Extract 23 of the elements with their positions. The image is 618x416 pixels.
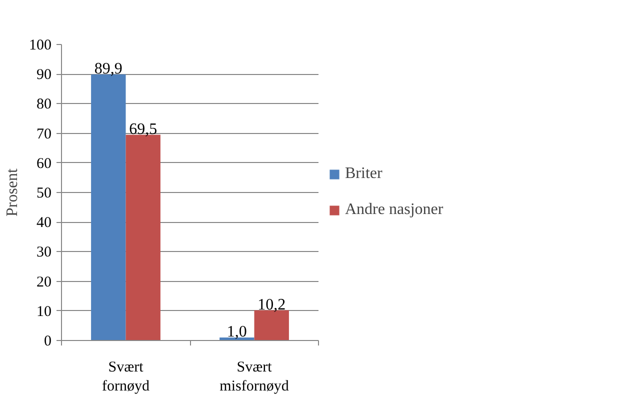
y-tick-label: 0 bbox=[44, 334, 52, 350]
x-tick-label: Svært fornøyd bbox=[102, 360, 150, 395]
data-label: 69,5 bbox=[129, 120, 158, 138]
y-tick-label: 20 bbox=[36, 274, 52, 290]
data-label: 1,0 bbox=[226, 324, 247, 341]
bar bbox=[126, 134, 160, 340]
bar bbox=[91, 74, 126, 340]
bar bbox=[254, 310, 289, 340]
y-tick-label: 30 bbox=[36, 244, 52, 261]
y-tick-label: 40 bbox=[36, 215, 52, 232]
legend-label: Briter bbox=[345, 165, 382, 183]
y-tick-label: 80 bbox=[36, 96, 52, 113]
x-tick-label: Svært misfornøyd bbox=[220, 360, 290, 395]
y-tick-label: 50 bbox=[36, 186, 52, 202]
y-tick-label: 10 bbox=[36, 304, 52, 320]
y-tick-label: 60 bbox=[36, 156, 52, 172]
data-label: 89,9 bbox=[94, 60, 122, 78]
y-tick-label: 70 bbox=[36, 126, 52, 142]
legend-label: Andre nasjoner bbox=[345, 201, 444, 219]
y-tick-label: 100 bbox=[29, 38, 52, 54]
y-tick-label: 90 bbox=[36, 67, 52, 84]
data-label: 10,2 bbox=[258, 296, 286, 314]
y-axis-title: Prosent bbox=[4, 168, 21, 216]
